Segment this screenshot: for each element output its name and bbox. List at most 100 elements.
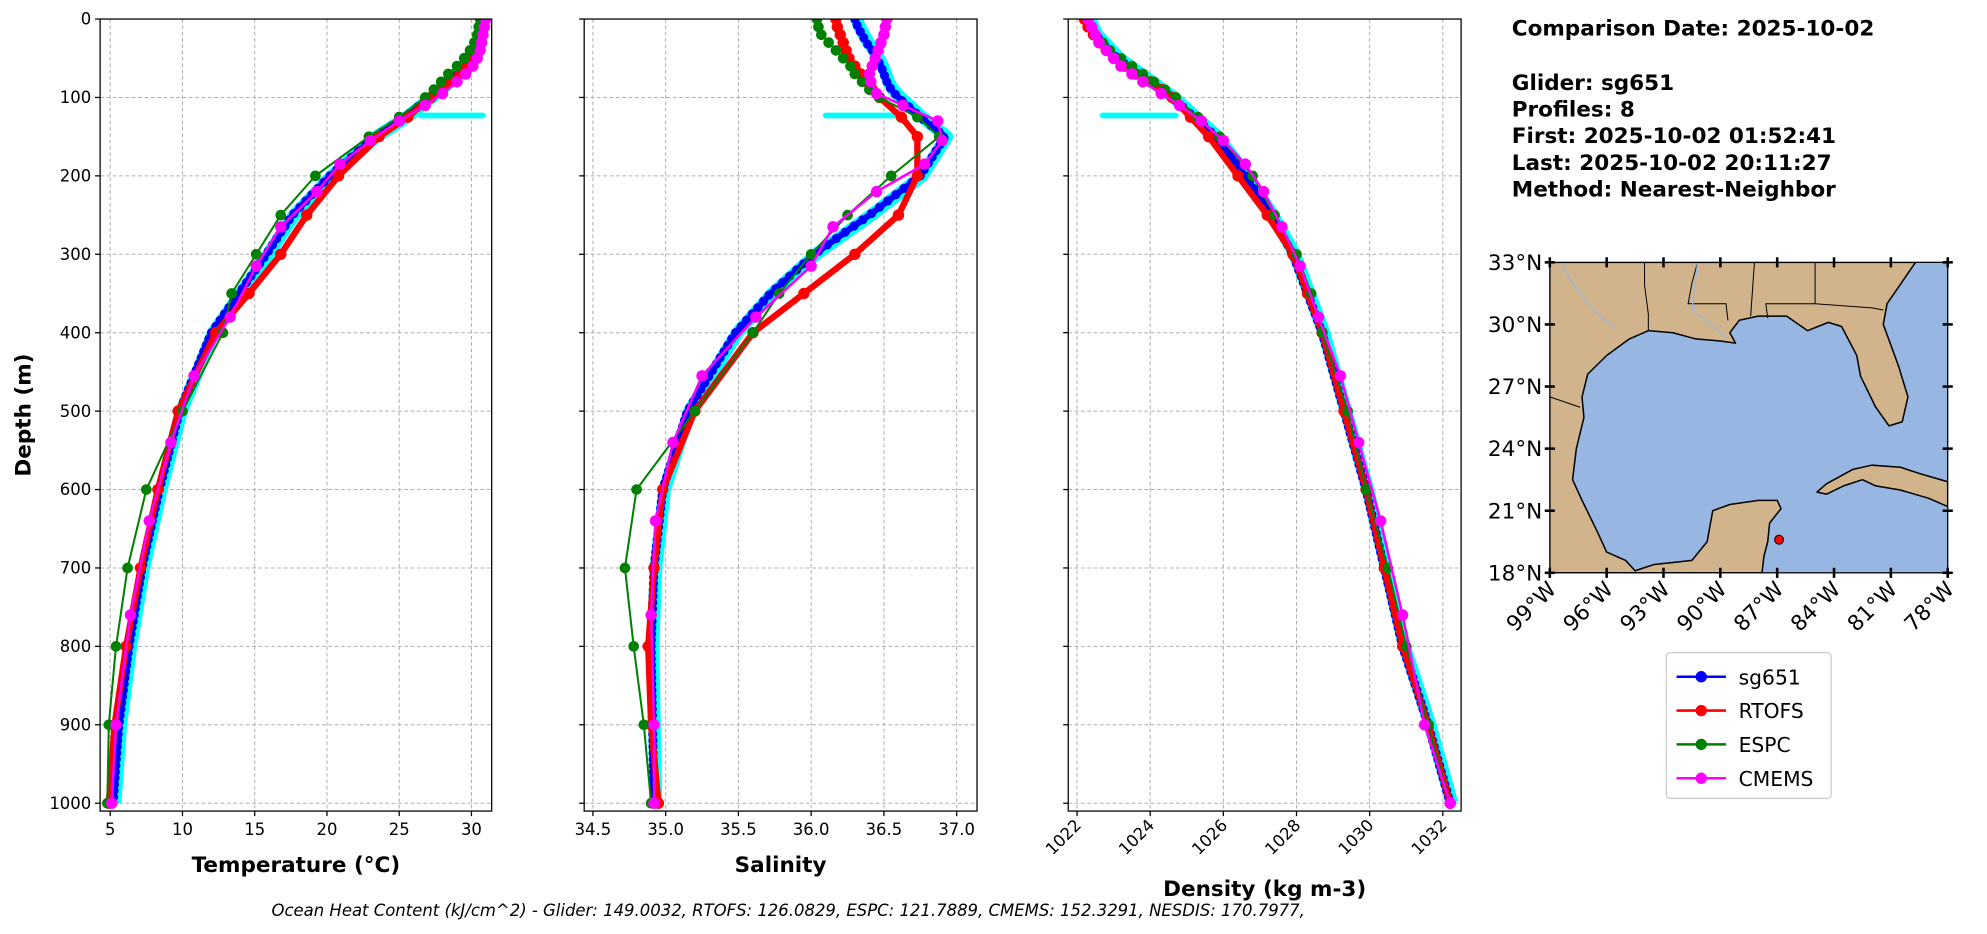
plot-area [1078,19,1459,809]
legend-label: RTOFS [1739,699,1804,723]
legend-frame [1665,652,1832,800]
data-point-cmems [311,185,323,198]
info-line: Glider: sg651 [1512,71,1674,96]
y-tick-label: 100 [60,88,91,107]
y-tick-label: 800 [60,637,91,656]
data-point-sg651 [831,234,841,244]
map-lat-label: 33°N [1488,251,1542,276]
data-point-sg651 [874,202,885,212]
data-point-espc [689,405,701,417]
map-lat-label: 24°N [1488,437,1542,462]
data-point-cmems [870,185,883,198]
x-tick-label: 30 [461,820,482,839]
state-border [1549,396,1581,408]
data-point-cmems [1334,370,1347,382]
data-point-cmems [393,115,405,127]
axes-frame [99,18,493,812]
data-point-cmems [1239,158,1252,170]
data-point-cmems [334,158,346,170]
data-point-cmems [750,311,762,323]
data-point-cmems [1396,609,1409,621]
data-point-cmems [436,87,449,100]
panel-1: 5 10 15 20 25 3001002003004005006007008009001… [11,10,493,878]
data-point-espc [458,52,470,64]
data-point-espc [110,641,122,652]
data-point-sg651 [858,215,868,225]
data-point-cmems [918,158,931,170]
legend-label: CMEMS [1739,767,1814,791]
data-point-espc [141,484,152,495]
y-tick-label: 1000 [49,794,91,813]
data-point-cmems [364,134,377,147]
data-point-cmems [1173,99,1186,111]
data-point-cmems [105,797,118,809]
data-point-cmems [1276,221,1288,233]
glider-position-marker [1774,534,1785,545]
legend: sg651 RTOFS ESPC CMEMS [1665,652,1832,800]
state-border [1815,303,1884,311]
data-point-cmems [1312,311,1325,323]
data-point-espc [310,170,321,182]
y-tick-label: 0 [81,10,91,29]
data-point-cmems [275,221,287,233]
y-tick-label: 600 [60,480,91,499]
data-point-rtofs [301,209,313,221]
data-point-cmems [1126,68,1138,80]
x-tick-label: 5 [105,820,115,839]
info-line: First: 2025-10-02 01:52:41 [1512,124,1836,149]
data-point-sg651 [866,208,876,219]
data-point-sg651 [849,221,859,231]
data-point-espc [226,288,237,299]
data-point-cmems [648,797,660,809]
axes-frame [1067,18,1462,812]
profile-panels: 5 10 15 20 25 3001002003004005006007008009001… [11,10,1462,902]
legend-label: sg651 [1739,665,1801,689]
data-point-rtofs [275,248,287,260]
data-point-cmems [419,99,431,111]
data-point-espc [773,288,785,299]
info-line: Profiles: 8 [1512,98,1635,123]
map-lat-label: 21°N [1488,499,1542,524]
data-point-espc [451,60,463,72]
data-point-espc [805,248,817,260]
data-point-espc [443,68,454,80]
info-line: Last: 2025-10-02 20:11:27 [1512,151,1832,176]
x-axis-label: Salinity [735,853,827,878]
plot-area [102,19,492,809]
data-point-cmems [250,260,262,272]
y-tick-label: 700 [60,559,91,578]
data-point-cmems [932,115,944,127]
data-point-espc [849,68,861,80]
data-point-cmems [649,515,662,527]
data-point-espc [856,76,868,88]
data-point-cmems [188,370,200,382]
data-point-rtofs [911,130,924,143]
data-point-cmems [1444,797,1456,809]
data-point-sg651 [758,296,769,306]
data-point-cmems [1115,60,1127,72]
data-point-espc [631,484,642,495]
state-border [1750,262,1755,317]
data-point-espc [830,45,842,56]
data-point-sg651 [778,277,788,288]
x-tick-label: 20 [316,820,337,839]
data-point-espc [845,60,856,72]
state-border [1687,262,1729,321]
data-point-cmems [1155,87,1167,100]
data-point-cmems [696,370,708,382]
data-point-cmems [1352,436,1365,449]
x-axis-label: Temperature (°C) [192,853,401,878]
map-lat-label: 27°N [1488,375,1542,400]
data-point-cmems [865,76,877,88]
data-point-espc [275,209,287,221]
data-point-cmems [667,436,679,449]
data-point-sg651 [736,321,746,331]
info-line: Method: Nearest-Neighbor [1512,177,1836,202]
x-tick-label: 25 [389,820,410,839]
x-tick-label: 35.0 [647,820,684,839]
data-point-espc [885,170,897,182]
x-tick-label: 35.5 [720,820,757,839]
data-point-espc [464,45,476,56]
x-tick-label: 36.5 [866,820,903,839]
data-point-cmems [1217,134,1230,147]
